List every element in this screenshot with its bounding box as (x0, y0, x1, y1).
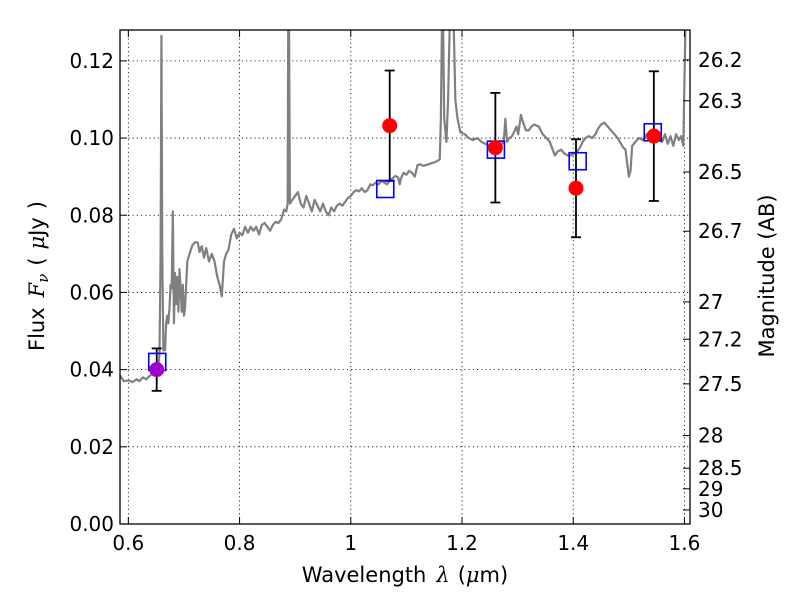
x-tick-label: 1.6 (669, 531, 701, 555)
model-band-square (375, 179, 395, 199)
flux-point (646, 128, 662, 144)
flux-point (568, 180, 584, 196)
mag-tick-label: 27.2 (698, 327, 743, 351)
plot-frame (119, 29, 691, 525)
mag-tick-label: 26.5 (698, 160, 743, 184)
marker-layer (147, 69, 663, 392)
x-tick-label: 0.6 (112, 531, 144, 555)
x-axis-label: Wavelength λ (μm) (302, 563, 508, 587)
flux-point (382, 118, 398, 134)
mag-tick-label: 26.2 (698, 48, 743, 72)
y-tick-label: 0.12 (69, 49, 114, 73)
mag-tick-label: 26.7 (698, 219, 743, 243)
mag-tick-label: 28.5 (698, 456, 743, 480)
tick-layer: 0.6 0.8 1 1.2 1.4 1.6 0.00 0.02 0.04 0.06 0.08 0.10… (69, 30, 743, 555)
mag-tick-label: 27 (698, 290, 723, 314)
y-tick-label: 0.08 (69, 203, 114, 227)
right-axis-label: Magnitude (AB) (755, 194, 779, 357)
spectrum-line (120, 30, 687, 384)
mag-tick-label: 30 (698, 498, 723, 522)
y-tick-label: 0.04 (69, 358, 114, 382)
x-tick-label: 1 (344, 531, 357, 555)
mag-tick-label: 29 (698, 477, 723, 501)
spectrum-layer (120, 30, 687, 384)
y-tick-label: 0.06 (69, 280, 114, 304)
x-tick-label: 1.2 (446, 531, 478, 555)
y-tick-label: 0.10 (69, 126, 114, 150)
y-axis-label: FluxFν(μJy) (25, 201, 52, 351)
mag-tick-label: 26.3 (698, 89, 743, 113)
mag-tick-label: 28 (698, 424, 723, 448)
flux-point (487, 140, 503, 156)
model-band-square (568, 151, 587, 171)
x-tick-label: 1.4 (557, 531, 589, 555)
y-tick-label: 0.00 (69, 512, 114, 536)
x-tick-label: 0.8 (224, 531, 256, 555)
flux-point (149, 362, 165, 378)
grid-layer (120, 30, 690, 525)
y-tick-label: 0.02 (69, 435, 114, 459)
mag-tick-label: 27.5 (698, 372, 743, 396)
